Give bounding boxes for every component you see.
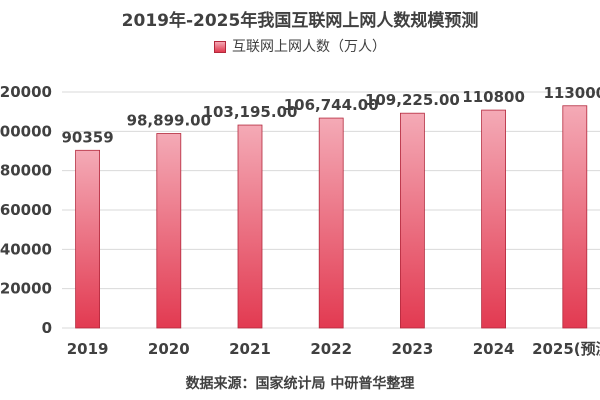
bar-2019 bbox=[75, 149, 100, 329]
x-tick-label: 2021 bbox=[229, 340, 271, 358]
bar-2021 bbox=[237, 124, 263, 329]
bar-2025(预测) bbox=[562, 105, 588, 329]
bar-2022 bbox=[318, 117, 344, 329]
legend-label: 互联网上网人数（万人） bbox=[232, 39, 386, 55]
y-tick-label: 80000 bbox=[0, 162, 52, 180]
source-note: 数据来源：国家统计局 中研普华整理 bbox=[185, 376, 415, 392]
data-label: 90359 bbox=[62, 128, 114, 146]
x-tick-label: 2022 bbox=[310, 340, 352, 358]
x-tick-label: 2025(预测) bbox=[532, 340, 600, 358]
x-tick-label: 2019 bbox=[67, 340, 109, 358]
legend: 互联网上网人数（万人） bbox=[0, 36, 600, 56]
x-tick-label: 2020 bbox=[148, 340, 190, 358]
y-tick-label: 60000 bbox=[0, 201, 52, 219]
data-label: 110800 bbox=[462, 88, 525, 106]
data-label: 109,225.00 bbox=[365, 91, 460, 109]
y-tick-label: 0 bbox=[42, 319, 52, 337]
x-tick-label: 2024 bbox=[473, 340, 515, 358]
y-tick-label: 100000 bbox=[0, 122, 52, 140]
bar-2020 bbox=[156, 133, 182, 329]
data-label: 98,899.00 bbox=[127, 111, 211, 129]
bar-2024 bbox=[481, 109, 507, 329]
data-label: 113000 bbox=[543, 84, 600, 102]
legend-swatch bbox=[214, 41, 226, 53]
y-tick-label: 40000 bbox=[0, 240, 52, 258]
chart-title: 2019年-2025年我国互联网上网人数规模预测 bbox=[121, 11, 479, 31]
y-tick-label: 20000 bbox=[0, 280, 52, 298]
x-tick-label: 2023 bbox=[392, 340, 434, 358]
data-label: 106,744.00 bbox=[284, 96, 379, 114]
bar-2023 bbox=[399, 112, 425, 329]
data-label: 103,195.00 bbox=[203, 103, 298, 121]
y-tick-label: 120000 bbox=[0, 83, 52, 101]
